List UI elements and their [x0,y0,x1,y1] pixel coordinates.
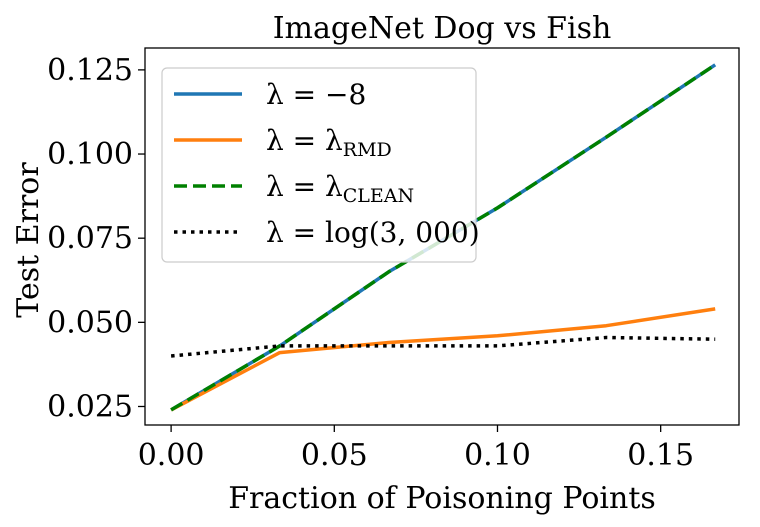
y-tick-label: 0.125 [47,53,133,88]
series-line-3 [170,335,716,358]
x-tick-label: 0.05 [301,438,368,473]
series-line-2 [170,63,717,412]
legend: λ = −8 λ = λRMD λ = λCLEAN λ = log(3, 000) [161,67,480,263]
legend-label-0: λ = −8 [266,78,366,111]
x-tick-label: 0.10 [464,438,531,473]
x-axis-label: Fraction of Poisoning Points [228,481,656,516]
y-tick-label: 0.050 [47,305,133,340]
legend-box [161,67,477,263]
y-tick-label: 0.075 [47,221,133,256]
y-tick-label: 0.100 [47,137,133,172]
legend-label-1: λ = λRMD [266,124,392,161]
series-line-1 [170,307,716,412]
y-tick-label: 0.025 [47,389,133,424]
x-tick-label: 0.15 [627,438,694,473]
plot-frame [144,47,740,426]
ticks-layer: 0.00 0.05 0.10 0.15 0.025 0.050 0.075 0.100 0.12… [47,53,694,473]
x-tick-label: 0.00 [138,438,205,473]
y-axis-label: Test Error [11,162,46,318]
chart-title: ImageNet Dog vs Fish [273,11,612,46]
legend-label-3: λ = log(3, 000) [266,216,480,249]
legend-label-2: λ = λCLEAN [266,170,414,207]
